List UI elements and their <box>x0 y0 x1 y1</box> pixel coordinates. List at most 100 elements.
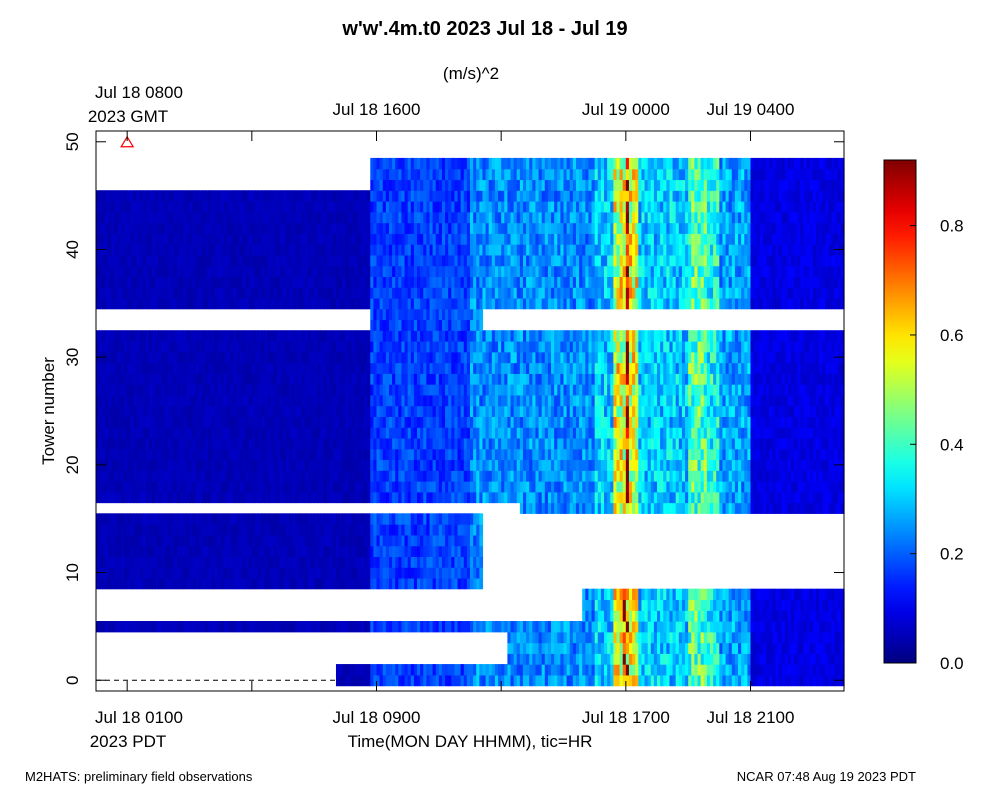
heatmap-cell <box>840 416 845 428</box>
heatmap-cell <box>672 631 677 644</box>
heatmap-cell <box>148 470 153 482</box>
heatmap-cell <box>133 524 138 536</box>
heatmap-cell <box>657 491 661 504</box>
heatmap-cell <box>538 459 543 471</box>
heatmap-cell <box>351 470 356 482</box>
heatmap-cell <box>354 481 359 493</box>
heatmap-cell <box>314 534 318 547</box>
heatmap-cell <box>304 556 309 568</box>
heatmap-cell <box>426 448 431 461</box>
heatmap-cell <box>759 470 764 482</box>
heatmap-cell <box>407 513 412 525</box>
heatmap-cell <box>417 491 421 504</box>
heatmap-cell <box>610 470 614 482</box>
heatmap-cell <box>258 405 262 417</box>
heatmap-cell <box>198 621 203 633</box>
heatmap-cell <box>96 448 100 461</box>
heatmap-cell <box>731 437 736 450</box>
heatmap-cell <box>445 448 449 461</box>
heatmap-cell <box>470 577 474 590</box>
heatmap-cell <box>248 470 253 482</box>
heatmap-cell <box>473 513 477 525</box>
heatmap-cell <box>691 610 695 622</box>
heatmap-cell <box>519 416 524 428</box>
heatmap-cell <box>423 470 427 482</box>
heatmap-cell <box>622 416 627 428</box>
heatmap-cell <box>600 405 605 417</box>
heatmap-cell <box>326 405 331 417</box>
heatmap-cell <box>463 459 468 471</box>
heatmap-cell <box>663 416 667 428</box>
heatmap-cell <box>632 448 636 461</box>
heatmap-cell <box>697 437 702 450</box>
heatmap-cell <box>248 513 253 525</box>
heatmap-cell <box>482 448 487 461</box>
heatmap-cell <box>292 513 297 525</box>
heatmap-cell <box>370 427 374 439</box>
heatmap-cell <box>547 631 552 644</box>
heatmap-cell <box>435 664 440 676</box>
heatmap-cell <box>828 405 833 417</box>
heatmap-cell <box>762 610 767 622</box>
heatmap-cell <box>307 470 312 482</box>
heatmap-cell <box>653 427 658 439</box>
heatmap-cell <box>289 567 293 579</box>
heatmap-cell <box>248 524 253 536</box>
heatmap-cell <box>417 459 421 471</box>
heatmap-cell <box>152 524 156 536</box>
heatmap-cell <box>173 416 178 428</box>
heatmap-cell <box>522 502 527 514</box>
heatmap-cell <box>264 577 269 590</box>
heatmap-cell <box>388 674 393 687</box>
heatmap-cell <box>245 524 250 536</box>
heatmap-cell <box>815 621 820 633</box>
heatmap-cell <box>445 545 449 557</box>
heatmap-cell <box>551 491 555 504</box>
heatmap-cell <box>158 545 163 557</box>
heatmap-cell <box>183 427 187 439</box>
heatmap-cell <box>688 610 692 622</box>
heatmap-cell <box>675 459 680 471</box>
heatmap-cell <box>448 513 452 525</box>
heatmap-cell <box>177 405 181 417</box>
heatmap-cell <box>703 491 708 504</box>
heatmap-cell <box>485 405 490 417</box>
heatmap-cell <box>513 621 518 633</box>
heatmap-cell <box>541 481 546 493</box>
heatmap-cell <box>747 481 752 493</box>
heatmap-cell <box>164 567 169 579</box>
heatmap-cell <box>672 502 677 514</box>
heatmap-cell <box>286 567 290 579</box>
heatmap-cell <box>357 674 362 687</box>
heatmap-cell <box>747 642 752 654</box>
heatmap-cell <box>575 621 580 633</box>
heatmap-cell <box>613 427 618 439</box>
heatmap-cell <box>731 427 736 439</box>
heatmap-cell <box>205 437 209 450</box>
heatmap-cell <box>522 664 527 676</box>
heatmap-cell <box>417 545 421 557</box>
heatmap-cell <box>585 642 590 654</box>
heatmap-cell <box>681 481 686 493</box>
heatmap-cell <box>610 502 614 514</box>
heatmap-cell <box>304 448 309 461</box>
heatmap-cell <box>173 481 178 493</box>
heatmap-cell <box>298 481 303 493</box>
heatmap-cell <box>837 470 842 482</box>
heatmap-cell <box>622 470 627 482</box>
heatmap-cell <box>762 674 767 687</box>
heatmap-cell <box>575 405 580 417</box>
heatmap-cell <box>432 621 437 633</box>
heatmap-cell <box>579 437 583 450</box>
heatmap-cell <box>563 631 568 644</box>
heatmap-cell <box>663 481 667 493</box>
heatmap-cell <box>233 416 237 428</box>
heatmap-cell <box>373 577 378 590</box>
heatmap-cell <box>339 470 343 482</box>
heatmap-cell <box>466 674 471 687</box>
heatmap-cell <box>766 491 770 504</box>
heatmap-cell <box>417 405 421 417</box>
heatmap-cell <box>448 427 452 439</box>
heatmap-cell <box>753 599 758 611</box>
heatmap-cell <box>385 567 390 579</box>
